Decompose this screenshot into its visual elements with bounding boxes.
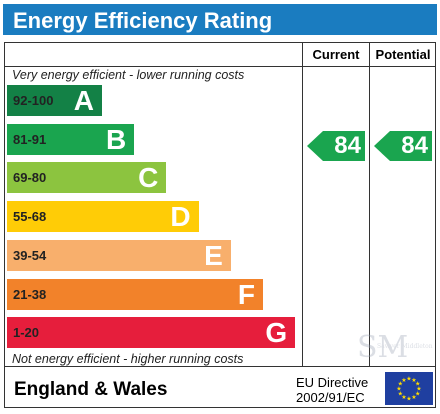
band-f: 21-38 F [7,278,263,310]
page-title: Energy Efficiency Rating [13,8,273,33]
band-range-label: 92-100 [13,93,54,108]
bottom-note: Not energy efficient - higher running co… [12,352,244,366]
flag-star-icon: ★ [406,396,411,403]
divider-current [302,42,303,366]
band-letter: E [204,239,223,271]
footer-divider [4,366,436,367]
flag-star-icon: ★ [416,386,421,393]
current-column-header: Current [312,47,360,62]
band-letter: D [170,201,191,233]
band-letter: B [105,123,127,155]
potential-column-header: Potential [375,47,431,62]
directive-line-2: 2002/91/EC [296,390,365,405]
band-g: 1-20 G [7,317,296,349]
header-divider [4,66,436,67]
watermark-text: Sawyer Middleton [377,343,433,350]
top-note: Very energy efficient - lower running co… [12,68,245,82]
band-b: 81-91 B [7,123,135,155]
band-a: 92-100 A [7,85,102,116]
watermark-letters: SM [357,330,409,365]
current-rating-value: 84 [334,132,361,159]
flag-star-icon: ★ [406,376,411,383]
flag-star-icon: ★ [415,391,420,398]
flag-star-icon: ★ [411,394,416,401]
flag-star-icon: ★ [398,391,403,398]
band-range-label: 55-68 [13,209,47,225]
band-letter: A [73,85,94,116]
region-label: England & Wales [14,379,168,400]
flag-star-icon: ★ [415,381,420,388]
flag-star-icon: ★ [398,381,403,388]
potential-rating-value: 84 [401,132,428,159]
watermark-logo: SM Sawyer Middleton [355,330,437,370]
band-c: 69-80 C [7,162,167,194]
eu-flag-icon: ★ ★ ★ ★ ★ ★ ★ ★ ★ ★ ★ ★ [385,372,433,405]
flag-star-icon: ★ [396,386,401,393]
title-bar: Energy Efficiency Rating [3,4,437,35]
rating-frame [4,42,436,408]
flag-star-icon: ★ [401,377,406,384]
band-range-label: 39-54 [13,247,47,263]
divider-potential [369,42,370,366]
band-range-label: 1-20 [13,325,40,341]
band-letter: G [265,317,288,349]
directive-line-1: EU Directive [296,375,369,390]
flag-star-icon: ★ [401,394,406,401]
band-range-label: 69-80 [13,170,47,186]
band-e: 39-54 E [7,239,231,271]
flag-star-icon: ★ [411,377,416,384]
band-letter: C [138,162,159,194]
band-letter: F [237,278,255,310]
band-d: 55-68 D [7,201,199,233]
eu-directive: EU Directive 2002/91/EC [296,375,368,405]
band-range-label: 81-91 [13,131,47,147]
band-range-label: 21-38 [13,286,47,302]
